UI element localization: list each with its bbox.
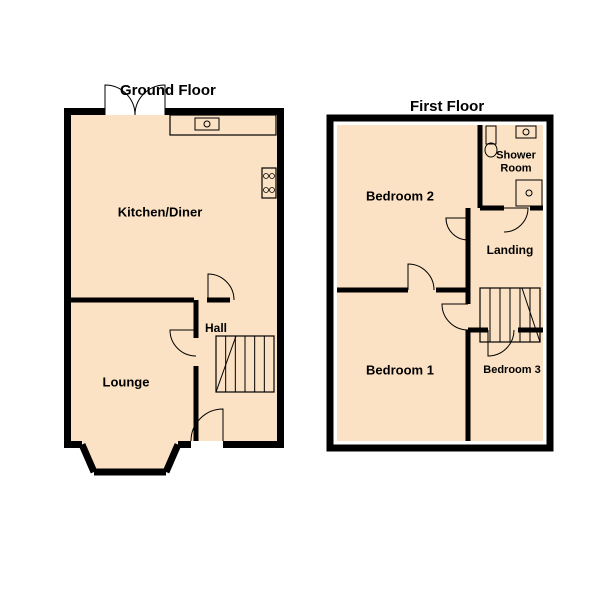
ground-floor-title: Ground Floor [120,82,216,99]
shower-room-label: Shower Room [496,149,536,174]
bedroom-2-label: Bedroom 2 [366,189,434,204]
first-floor-title: First Floor [410,98,484,115]
lounge-label: Lounge [103,375,150,390]
floorplan-svg [0,0,600,600]
bedroom-3-label: Bedroom 3 [483,364,540,376]
kitchen-diner-label: Kitchen/Diner [118,205,203,220]
landing-label: Landing [487,243,534,257]
hall-label: Hall [205,321,227,335]
bedroom-1-label: Bedroom 1 [366,363,434,378]
